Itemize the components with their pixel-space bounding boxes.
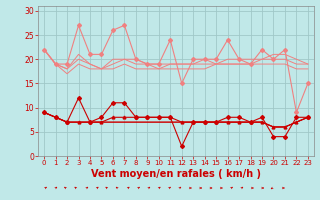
X-axis label: Vent moyen/en rafales ( km/h ): Vent moyen/en rafales ( km/h ) xyxy=(91,169,261,179)
